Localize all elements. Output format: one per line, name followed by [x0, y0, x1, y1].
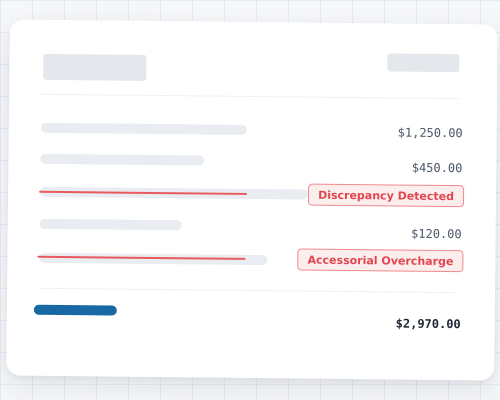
- invoice-total-amount: $2,970.00: [395, 316, 461, 332]
- line-item-1-label-placeholder: [40, 122, 247, 135]
- meta-placeholder: [387, 53, 460, 73]
- invoice-card: $1,250.00 $450.00 Discrepancy Detected $…: [6, 19, 498, 381]
- header-divider: [41, 93, 460, 100]
- primary-action-bar[interactable]: [33, 304, 117, 316]
- accessorial-overcharge-badge[interactable]: Accessorial Overcharge: [297, 248, 464, 273]
- title-placeholder: [43, 53, 147, 81]
- footer-divider: [39, 287, 458, 294]
- line-item-2-amount: $450.00: [411, 160, 463, 176]
- discrepancy-detected-badge[interactable]: Discrepancy Detected: [308, 183, 465, 208]
- line-item-4-amount: $120.00: [411, 226, 462, 242]
- line-item-2-label-placeholder: [40, 153, 205, 166]
- line-item-4-label-placeholder: [39, 218, 182, 231]
- line-item-1-amount: $1,250.00: [397, 125, 463, 141]
